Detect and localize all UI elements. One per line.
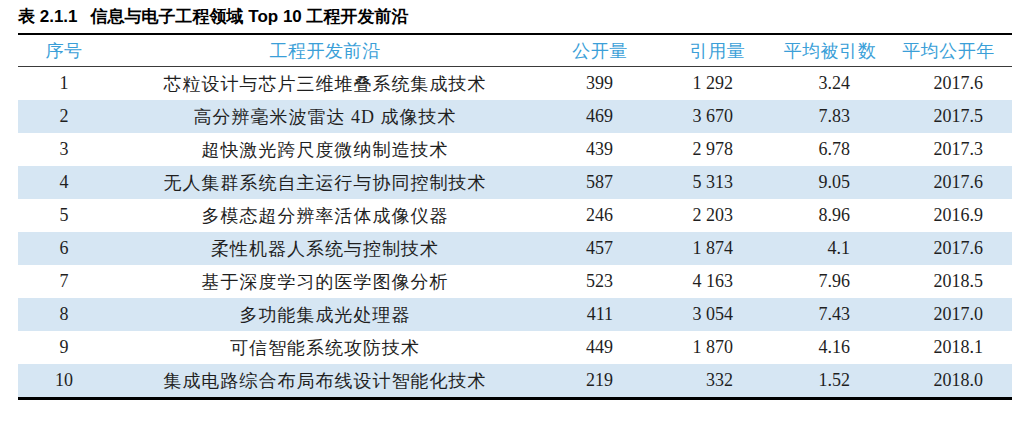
table-caption: 表 2.1.1 信息与电子工程领域 Top 10 工程开发前沿 — [18, 7, 1012, 26]
cell-publications: 523 — [540, 265, 660, 298]
cell-publications: 469 — [540, 100, 660, 133]
cell-citations: 1 292 — [660, 67, 775, 101]
cell-publications: 587 — [540, 166, 660, 199]
table-body: 1芯粒设计与芯片三维堆叠系统集成技术3991 2923.242017.62高分辨… — [18, 67, 1012, 399]
cell-citations: 1 874 — [660, 232, 775, 265]
table-row: 4无人集群系统自主运行与协同控制技术5875 3139.052017.6 — [18, 166, 1012, 199]
table-row: 10集成电路综合布局布线设计智能化技术2193321.522018.0 — [18, 364, 1012, 399]
cell-front: 多功能集成光处理器 — [110, 298, 540, 331]
cell-avg_citations: 4.1 — [775, 232, 885, 265]
table-caption-number: 表 2.1.1 — [18, 7, 78, 26]
cell-avg_year: 2018.1 — [885, 331, 1012, 364]
cell-avg_citations: 8.96 — [775, 199, 885, 232]
cell-avg_year: 2017.3 — [885, 133, 1012, 166]
top10-development-fronts-table: 序号 工程开发前沿 公开量 引用量 平均被引数 平均公开年 1芯粒设计与芯片三维… — [18, 33, 1012, 400]
col-header-rank: 序号 — [18, 34, 110, 67]
cell-rank: 10 — [18, 364, 110, 399]
cell-rank: 9 — [18, 331, 110, 364]
cell-avg_year: 2017.6 — [885, 166, 1012, 199]
cell-front: 芯粒设计与芯片三维堆叠系统集成技术 — [110, 67, 540, 101]
table-row: 9可信智能系统攻防技术4491 8704.162018.1 — [18, 331, 1012, 364]
cell-avg_citations: 1.52 — [775, 364, 885, 399]
cell-avg_year: 2017.6 — [885, 232, 1012, 265]
cell-front: 可信智能系统攻防技术 — [110, 331, 540, 364]
cell-avg_citations: 9.05 — [775, 166, 885, 199]
table-header: 序号 工程开发前沿 公开量 引用量 平均被引数 平均公开年 — [18, 34, 1012, 67]
table-row: 7基于深度学习的医学图像分析5234 1637.962018.5 — [18, 265, 1012, 298]
cell-rank: 7 — [18, 265, 110, 298]
table-row: 2高分辨毫米波雷达 4D 成像技术4693 6707.832017.5 — [18, 100, 1012, 133]
cell-publications: 449 — [540, 331, 660, 364]
table-row: 6柔性机器人系统与控制技术4571 8744.12017.6 — [18, 232, 1012, 265]
cell-front: 多模态超分辨率活体成像仪器 — [110, 199, 540, 232]
cell-front: 柔性机器人系统与控制技术 — [110, 232, 540, 265]
cell-avg_citations: 7.83 — [775, 100, 885, 133]
cell-front: 集成电路综合布局布线设计智能化技术 — [110, 364, 540, 399]
cell-avg_year: 2018.5 — [885, 265, 1012, 298]
cell-front: 超快激光跨尺度微纳制造技术 — [110, 133, 540, 166]
cell-publications: 457 — [540, 232, 660, 265]
cell-rank: 8 — [18, 298, 110, 331]
table-row: 5多模态超分辨率活体成像仪器2462 2038.962016.9 — [18, 199, 1012, 232]
cell-avg_year: 2018.0 — [885, 364, 1012, 399]
cell-rank: 1 — [18, 67, 110, 101]
cell-front: 无人集群系统自主运行与协同控制技术 — [110, 166, 540, 199]
col-header-citations: 引用量 — [660, 34, 775, 67]
header-row: 序号 工程开发前沿 公开量 引用量 平均被引数 平均公开年 — [18, 34, 1012, 67]
cell-rank: 3 — [18, 133, 110, 166]
cell-rank: 6 — [18, 232, 110, 265]
table-caption-title: 信息与电子工程领域 Top 10 工程开发前沿 — [91, 7, 409, 26]
col-header-avg-citations: 平均被引数 — [775, 34, 885, 67]
cell-publications: 411 — [540, 298, 660, 331]
cell-rank: 2 — [18, 100, 110, 133]
cell-citations: 3 054 — [660, 298, 775, 331]
cell-avg_citations: 3.24 — [775, 67, 885, 101]
cell-front: 基于深度学习的医学图像分析 — [110, 265, 540, 298]
col-header-publications: 公开量 — [540, 34, 660, 67]
cell-avg_citations: 6.78 — [775, 133, 885, 166]
table-row: 1芯粒设计与芯片三维堆叠系统集成技术3991 2923.242017.6 — [18, 67, 1012, 101]
cell-citations: 5 313 — [660, 166, 775, 199]
cell-avg_citations: 4.16 — [775, 331, 885, 364]
table-row: 8多功能集成光处理器4113 0547.432017.0 — [18, 298, 1012, 331]
col-header-front: 工程开发前沿 — [110, 34, 540, 67]
cell-avg_citations: 7.96 — [775, 265, 885, 298]
table-row: 3超快激光跨尺度微纳制造技术4392 9786.782017.3 — [18, 133, 1012, 166]
cell-citations: 332 — [660, 364, 775, 399]
document-page: 表 2.1.1 信息与电子工程领域 Top 10 工程开发前沿 序号 工程开发前沿… — [0, 0, 1032, 422]
cell-citations: 4 163 — [660, 265, 775, 298]
cell-avg_year: 2017.6 — [885, 67, 1012, 101]
cell-avg_year: 2016.9 — [885, 199, 1012, 232]
cell-citations: 1 870 — [660, 331, 775, 364]
cell-publications: 439 — [540, 133, 660, 166]
cell-rank: 4 — [18, 166, 110, 199]
cell-publications: 219 — [540, 364, 660, 399]
cell-avg_year: 2017.0 — [885, 298, 1012, 331]
cell-citations: 3 670 — [660, 100, 775, 133]
cell-rank: 5 — [18, 199, 110, 232]
cell-citations: 2 203 — [660, 199, 775, 232]
cell-publications: 246 — [540, 199, 660, 232]
cell-avg_citations: 7.43 — [775, 298, 885, 331]
cell-front: 高分辨毫米波雷达 4D 成像技术 — [110, 100, 540, 133]
col-header-avg-year: 平均公开年 — [885, 34, 1012, 67]
cell-avg_year: 2017.5 — [885, 100, 1012, 133]
cell-citations: 2 978 — [660, 133, 775, 166]
cell-publications: 399 — [540, 67, 660, 101]
